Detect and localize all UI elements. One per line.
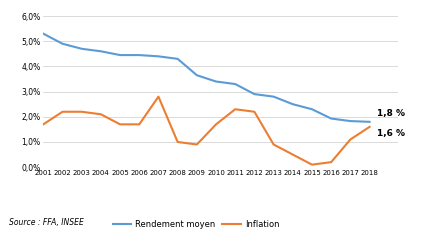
Text: 1,6 %: 1,6 % [377, 129, 404, 138]
Legend: Rendement moyen, Inflation: Rendement moyen, Inflation [110, 217, 282, 229]
Text: 1,8 %: 1,8 % [377, 109, 404, 118]
Text: Source : FFA, INSEE: Source : FFA, INSEE [9, 218, 84, 227]
